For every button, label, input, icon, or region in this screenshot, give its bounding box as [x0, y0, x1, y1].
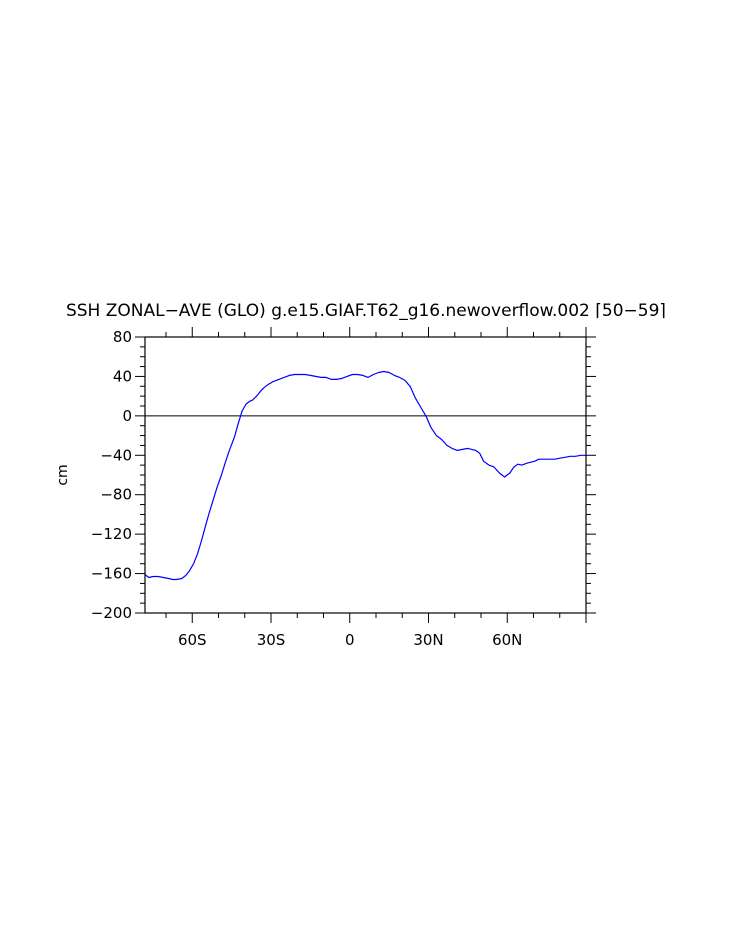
- x-tick-label: 30S: [257, 631, 286, 649]
- y-tick-label: 40: [113, 367, 132, 385]
- x-tick-label: 60N: [492, 631, 522, 649]
- y-tick-label: −120: [91, 525, 132, 543]
- y-tick-label: 80: [113, 328, 132, 346]
- y-tick-label: −200: [91, 604, 132, 622]
- x-tick-label: 30N: [413, 631, 443, 649]
- y-tick-label: 0: [122, 407, 132, 425]
- x-tick-label: 0: [345, 631, 355, 649]
- ssh-series-line: [144, 370, 586, 581]
- plot-area-frame: [144, 336, 587, 614]
- y-axis-label: cm: [55, 464, 71, 485]
- y-tick-label: −160: [91, 565, 132, 583]
- y-tick-label: −40: [100, 446, 132, 464]
- axis-tick-labels: 80 40 0 −40 −80 −120 −160 −200 60S 30S 0 30N 60N: [91, 328, 523, 649]
- chart-title: SSH ZONAL−AVE (GLO) g.e15.GIAF.T62_g16.n…: [66, 301, 666, 321]
- axis-ticks: [135, 327, 596, 623]
- y-tick-label: −80: [100, 486, 132, 504]
- x-tick-label: 60S: [178, 631, 207, 649]
